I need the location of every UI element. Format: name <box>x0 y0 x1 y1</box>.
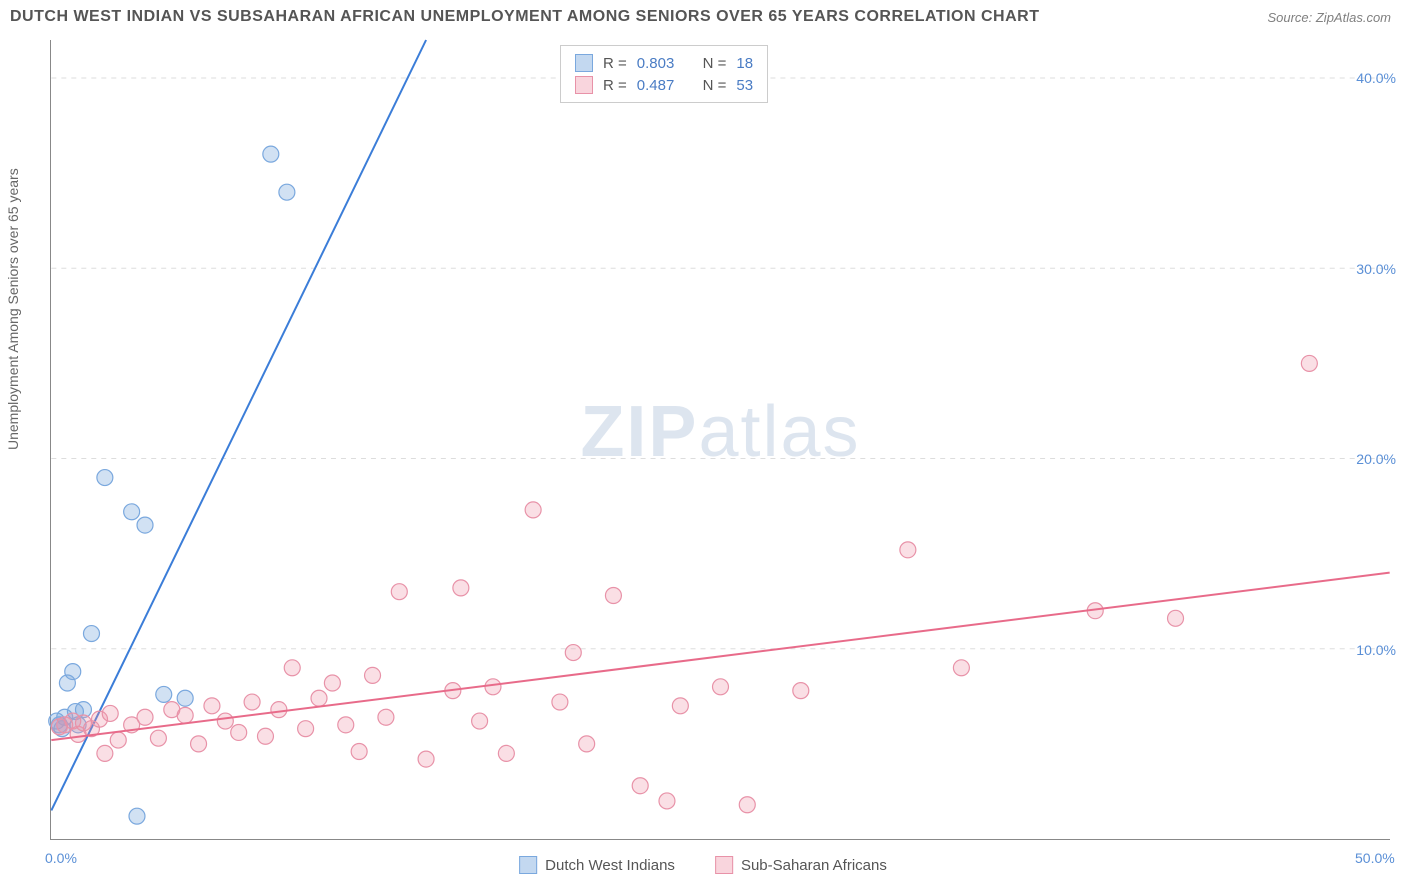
swatch-dutch-bottom <box>519 856 537 874</box>
y-tick-10: 10.0% <box>1356 642 1396 658</box>
stats-row-dutch: R = 0.803 N = 18 <box>575 52 753 74</box>
legend-item-subsaharan: Sub-Saharan Africans <box>715 856 887 874</box>
stats-legend: R = 0.803 N = 18 R = 0.487 N = 53 <box>560 45 768 103</box>
legend-label-subsaharan: Sub-Saharan Africans <box>741 857 887 874</box>
swatch-dutch <box>575 54 593 72</box>
chart-svg <box>51 40 1390 839</box>
r-value-dutch: 0.803 <box>637 55 675 72</box>
swatch-subsaharan-bottom <box>715 856 733 874</box>
r-value-subsaharan: 0.487 <box>637 77 675 94</box>
legend-label-dutch: Dutch West Indians <box>545 857 675 874</box>
n-label: N = <box>703 55 727 72</box>
n-label: N = <box>703 77 727 94</box>
y-tick-40: 40.0% <box>1356 70 1396 86</box>
y-axis-label: Unemployment Among Seniors over 65 years <box>5 168 21 450</box>
plot-area: ZIPatlas <box>50 40 1390 840</box>
legend-item-dutch: Dutch West Indians <box>519 856 675 874</box>
source-attribution: Source: ZipAtlas.com <box>1267 10 1391 25</box>
y-tick-30: 30.0% <box>1356 261 1396 277</box>
stats-row-subsaharan: R = 0.487 N = 53 <box>575 74 753 96</box>
x-tick-50: 50.0% <box>1355 850 1395 866</box>
bottom-legend: Dutch West Indians Sub-Saharan Africans <box>519 856 887 874</box>
y-tick-20: 20.0% <box>1356 451 1396 467</box>
r-label: R = <box>603 55 627 72</box>
n-value-subsaharan: 53 <box>736 77 753 94</box>
r-label: R = <box>603 77 627 94</box>
n-value-dutch: 18 <box>736 55 753 72</box>
x-tick-0: 0.0% <box>45 850 77 866</box>
swatch-subsaharan <box>575 76 593 94</box>
chart-title: DUTCH WEST INDIAN VS SUBSAHARAN AFRICAN … <box>10 8 1040 26</box>
